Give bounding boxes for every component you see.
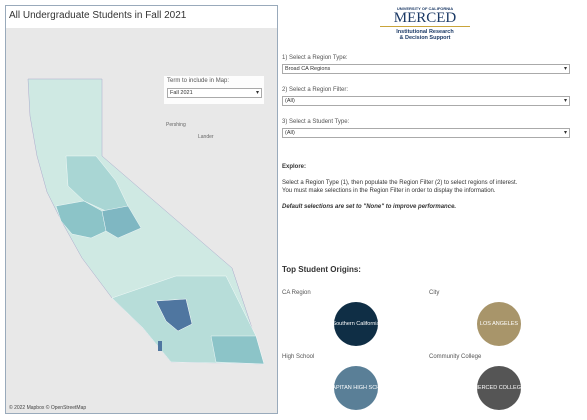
map-title: All Undergraduate Students in Fall 2021 bbox=[9, 10, 187, 21]
explore-note: Default selections are set to "None" to … bbox=[282, 204, 457, 210]
explore-text: Select a Region Type (1), then populate … bbox=[282, 180, 518, 186]
logo-name: MERCED bbox=[380, 11, 470, 27]
map-panel: All Undergraduate Students in Fall 2021 … bbox=[5, 5, 278, 414]
san-diego-county bbox=[210, 335, 265, 365]
filter-dropdown[interactable]: (All) bbox=[282, 128, 570, 138]
logo-dept: Institutional Research bbox=[396, 29, 454, 35]
map-attribution: © 2022 Mapbox © OpenStreetMap bbox=[9, 404, 86, 411]
logo-dept: & Decision Support bbox=[399, 35, 451, 41]
origins-heading: Top Student Origins: bbox=[282, 265, 361, 274]
filter-label: 1) Select a Region Type: bbox=[282, 55, 348, 61]
filter-dropdown[interactable]: Broad CA Regions bbox=[282, 64, 570, 74]
filter-label: 3) Select a Student Type: bbox=[282, 119, 350, 125]
origin-circle: EL CAPITAN HIGH SCHOOL bbox=[320, 366, 392, 410]
channel-island bbox=[158, 341, 162, 351]
map-label: Lander bbox=[198, 134, 214, 140]
bay-area bbox=[55, 200, 107, 239]
map-label: Pershing bbox=[166, 122, 186, 128]
filter-dropdown[interactable]: (All) bbox=[282, 96, 570, 106]
logo-university: UNIVERSITY OF CALIFORNIA bbox=[396, 6, 454, 11]
filter-label: 2) Select a Region Filter: bbox=[282, 87, 349, 93]
origin-label: Community College bbox=[429, 354, 482, 360]
term-dropdown[interactable]: Fall 2021 bbox=[167, 88, 262, 98]
origin-label: City bbox=[429, 290, 440, 296]
origin-circle: Southern California bbox=[332, 302, 380, 346]
origin-label: High School bbox=[282, 354, 315, 360]
explore-text: You must make selections in the Region F… bbox=[282, 188, 496, 194]
los-angeles-county bbox=[155, 298, 193, 332]
term-control: Term to include in Map: Fall 2021 bbox=[164, 76, 264, 104]
origin-label: CA Region bbox=[282, 290, 311, 296]
term-label: Term to include in Map: bbox=[167, 78, 230, 84]
logo: UNIVERSITY OF CALIFORNIA MERCED Institut… bbox=[380, 6, 470, 41]
explore-heading: Explore: bbox=[282, 164, 307, 170]
merced-area bbox=[101, 205, 142, 239]
origin-circle: LOS ANGELES bbox=[477, 302, 521, 346]
origin-circle: MERCED COLLEGE bbox=[473, 366, 525, 410]
